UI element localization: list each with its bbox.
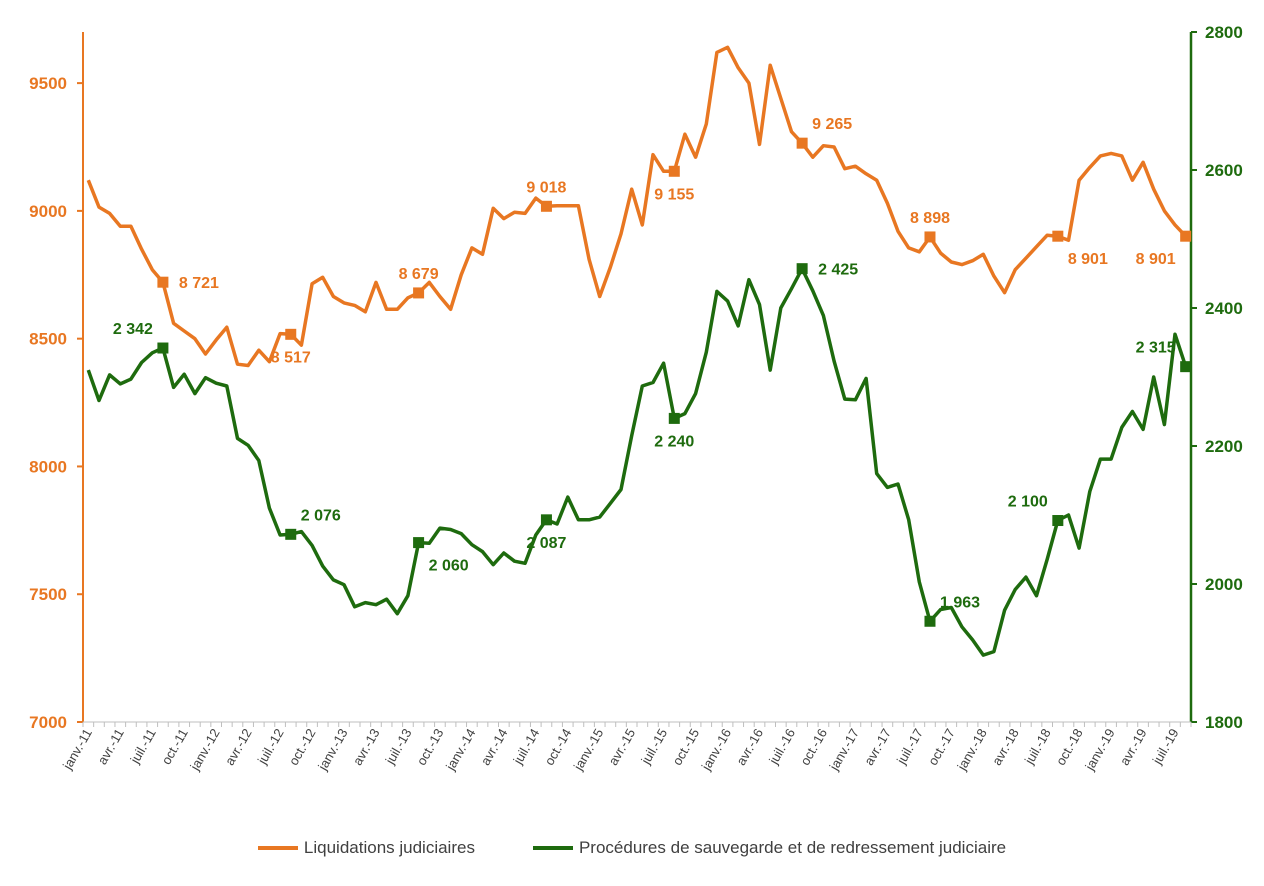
- x-tick-label: oct.-13: [414, 726, 447, 768]
- marker-liquidations: [285, 328, 297, 340]
- marker-liquidations: [668, 165, 680, 177]
- x-tick-label: avr.-13: [350, 726, 383, 768]
- y-left-tick-label: 7000: [29, 713, 67, 732]
- y-left-tick-label: 8000: [29, 457, 67, 476]
- marker-sauvegarde: [1052, 515, 1064, 527]
- x-tick-label: avr.-15: [605, 726, 638, 768]
- x-tick-label: oct.-11: [158, 726, 190, 767]
- marker-sauvegarde: [796, 263, 808, 275]
- y-right-tick-label: 2200: [1205, 437, 1243, 456]
- data-label: 2 100: [1008, 494, 1048, 511]
- x-tick-label: juil.-12: [254, 726, 287, 768]
- x-tick-label: avr.-18: [989, 726, 1022, 768]
- x-tick-label: oct.-18: [1053, 726, 1086, 768]
- x-tick-label: avr.-12: [222, 726, 255, 768]
- y-left-tick-label: 9000: [29, 202, 67, 221]
- marker-sauvegarde: [668, 412, 680, 424]
- y-right-tick-label: 2800: [1205, 23, 1243, 42]
- x-tick-label: avr.-14: [478, 726, 511, 768]
- x-tick-label: oct.-12: [286, 726, 319, 768]
- x-tick-label: janv.-17: [826, 726, 862, 774]
- legend-item-sauvegarde: Procédures de sauvegarde et de redressem…: [532, 838, 1007, 858]
- data-label: 2 342: [113, 321, 153, 338]
- y-left-tick-label: 7500: [29, 585, 67, 604]
- x-tick-label: janv.-16: [698, 726, 734, 774]
- x-tick-label: juil.-16: [765, 726, 798, 768]
- marker-sauvegarde: [157, 342, 169, 354]
- x-tick-label: janv.-12: [187, 726, 223, 774]
- legend-swatch-liquidations: [257, 846, 298, 850]
- y-right-tick-label: 2600: [1205, 161, 1243, 180]
- legend-item-liquidations: Liquidations judiciaires: [257, 838, 475, 858]
- data-label: 2 240: [654, 433, 694, 450]
- x-tick-label: avr.-17: [861, 726, 894, 768]
- marker-sauvegarde: [285, 528, 297, 540]
- marker-sauvegarde: [413, 537, 425, 549]
- data-label: 8 901: [1068, 251, 1108, 268]
- legend-swatch-sauvegarde: [532, 846, 573, 850]
- data-label: 2 425: [818, 262, 858, 279]
- marker-sauvegarde: [924, 615, 936, 627]
- x-tick-label: janv.-15: [570, 726, 606, 774]
- x-tick-label: janv.-18: [954, 726, 990, 774]
- legend: Liquidations judiciaires Procédures de s…: [0, 838, 1264, 858]
- marker-liquidations: [796, 137, 808, 149]
- data-label: 2 087: [526, 535, 566, 552]
- y-right-tick-label: 2400: [1205, 299, 1243, 318]
- y-left-tick-label: 8500: [29, 330, 67, 349]
- data-label: 8 901: [1136, 251, 1176, 268]
- data-label: 2 076: [301, 507, 341, 524]
- marker-liquidations: [157, 276, 169, 288]
- y-left-tick-label: 9500: [29, 74, 67, 93]
- marker-sauvegarde: [1180, 361, 1192, 373]
- data-label: 8 679: [399, 266, 439, 283]
- x-tick-label: avr.-11: [95, 726, 127, 767]
- x-tick-label: juil.-19: [1149, 726, 1182, 768]
- series-line-sauvegarde: [86, 266, 1188, 657]
- x-tick-label: juil.-18: [1021, 726, 1054, 768]
- x-tick-label: oct.-15: [669, 726, 702, 768]
- marker-liquidations: [1052, 230, 1064, 242]
- x-tick-label: oct.-17: [925, 726, 958, 768]
- x-tick-label: juil.-11: [127, 726, 159, 767]
- y-right-tick-label: 2000: [1205, 575, 1243, 594]
- legend-label-liquidations: Liquidations judiciaires: [303, 838, 475, 857]
- y-right-tick-label: 1800: [1205, 713, 1243, 732]
- data-label: 9 265: [812, 116, 852, 133]
- x-tick-label: oct.-14: [541, 726, 574, 768]
- x-tick-label: avr.-19: [1117, 726, 1150, 768]
- series-line-liquidations: [86, 45, 1187, 368]
- marker-liquidations: [413, 287, 425, 299]
- data-label: 2 060: [429, 558, 469, 575]
- marker-liquidations: [1180, 230, 1192, 242]
- data-label: 9 018: [526, 179, 566, 196]
- marker-liquidations: [540, 200, 552, 212]
- data-label: 2 315: [1136, 340, 1176, 357]
- data-label: 8 898: [910, 210, 950, 227]
- x-tick-label: avr.-16: [733, 726, 766, 768]
- x-tick-label: janv.-14: [442, 726, 478, 774]
- data-label: 1 963: [940, 594, 980, 611]
- x-tick-label: juil.-15: [638, 726, 671, 768]
- legend-label-sauvegarde: Procédures de sauvegarde et de redressem…: [578, 838, 1007, 857]
- x-tick-label: juil.-14: [510, 726, 543, 768]
- x-tick-label: juil.-13: [382, 726, 415, 768]
- marker-sauvegarde: [540, 514, 552, 526]
- x-tick-label: janv.-11: [59, 726, 95, 773]
- x-tick-label: juil.-17: [893, 726, 926, 768]
- x-tick-label: janv.-13: [314, 726, 350, 774]
- marker-liquidations: [924, 231, 936, 243]
- x-tick-label: oct.-16: [797, 726, 830, 768]
- data-label: 8 517: [271, 349, 311, 366]
- x-tick-label: janv.-19: [1082, 726, 1118, 774]
- data-label: 9 155: [654, 186, 694, 203]
- data-label: 8 721: [179, 275, 219, 292]
